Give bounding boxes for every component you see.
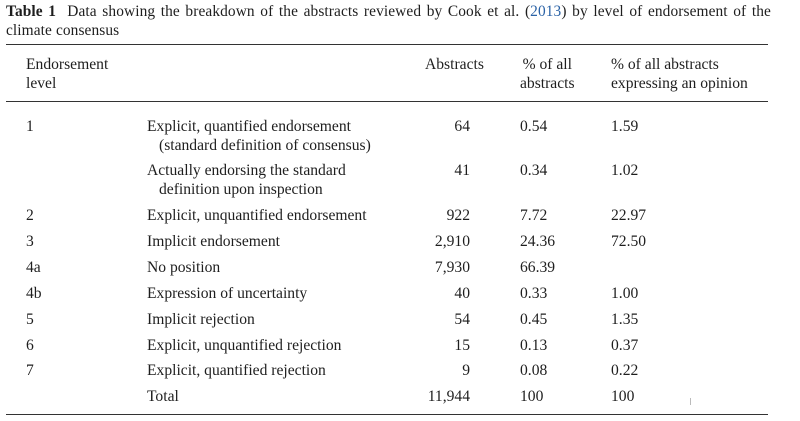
row-4b-pct-opinion: 1.00: [611, 285, 639, 302]
top-rule: [6, 44, 768, 45]
row-4a-pct-all: 66.39: [520, 259, 556, 276]
total-pct-all: 100: [520, 388, 544, 405]
header-pct-opinion-line-1: % of all abstracts: [611, 56, 719, 73]
row-1b-desc-line-1: Actually endorsing the standard: [147, 162, 346, 179]
row-7-desc: Explicit, quantified rejection: [147, 362, 326, 379]
total-pct-opinion: 100: [611, 388, 635, 405]
row-6-abstracts: 15: [454, 337, 470, 354]
row-1-level: 1: [26, 118, 34, 135]
header-pct-opinion: % of all abstracts expressing an opinion: [611, 55, 748, 93]
header-level-line-2: level: [26, 75, 57, 92]
row-2-desc: Explicit, unquantified endorsement: [147, 207, 367, 224]
row-5-level: 5: [26, 311, 34, 328]
row-6-level: 6: [26, 337, 34, 354]
row-1b-abstracts: 41: [454, 162, 470, 179]
row-4b-level: 4b: [26, 285, 42, 302]
row-5-abstracts: 54: [454, 311, 470, 328]
row-4b-desc: Expression of uncertainty: [147, 285, 308, 302]
header-pct-all-line-1: % of all: [522, 56, 572, 73]
caption-text-after: ) by level of endorsement of the climate…: [6, 3, 771, 39]
row-1-desc-line-1: Explicit, quantified endorsement: [147, 118, 351, 135]
row-1b-desc-line-2: definition upon inspection: [159, 181, 323, 198]
row-1-pct-all: 0.54: [520, 118, 548, 135]
row-3-pct-opinion: 72.50: [611, 233, 647, 250]
row-1-desc: Explicit, quantified endorsement (standa…: [147, 117, 371, 155]
total-label: Total: [147, 388, 179, 405]
row-6-pct-all: 0.13: [520, 337, 548, 354]
row-1-pct-opinion: 1.59: [611, 118, 639, 135]
row-3-level: 3: [26, 233, 34, 250]
row-4b-pct-all: 0.33: [520, 285, 548, 302]
row-2-pct-opinion: 22.97: [611, 207, 647, 224]
row-7-pct-all: 0.08: [520, 362, 548, 379]
row-1b-pct-all: 0.34: [520, 162, 548, 179]
header-pct-opinion-line-2: expressing an opinion: [611, 75, 748, 92]
row-7-level: 7: [26, 362, 34, 379]
row-6-pct-opinion: 0.37: [611, 337, 639, 354]
row-6-desc: Explicit, unquantified rejection: [147, 337, 342, 354]
total-abstracts: 11,944: [427, 388, 470, 405]
row-5-desc: Implicit rejection: [147, 311, 255, 328]
row-2-level: 2: [26, 207, 34, 224]
row-3-desc: Implicit endorsement: [147, 233, 280, 250]
row-2-abstracts: 922: [446, 207, 470, 224]
row-7-pct-opinion: 0.22: [611, 362, 639, 379]
header-level-line-1: Endorsement: [26, 56, 109, 73]
stray-mark: [690, 398, 691, 405]
header-abstracts-label: Abstracts: [425, 56, 484, 73]
row-7-abstracts: 9: [462, 362, 470, 379]
citation-link[interactable]: 2013: [530, 3, 562, 20]
table-label: Table 1: [6, 3, 57, 20]
header-abstracts: Abstracts: [425, 55, 484, 74]
header-endorsement-level: Endorsement level: [26, 55, 108, 93]
row-1b-desc: Actually endorsing the standard definiti…: [147, 161, 346, 199]
row-1-desc-line-2: (standard definition of consensus): [159, 137, 371, 154]
row-2-pct-all: 7.72: [520, 207, 548, 224]
row-4a-abstracts: 7,930: [434, 259, 470, 276]
row-4a-level: 4a: [26, 259, 41, 276]
row-4a-desc: No position: [147, 259, 221, 276]
caption-text-before: Data showing the breakdown of the abstra…: [67, 3, 531, 20]
row-1b-pct-opinion: 1.02: [611, 162, 639, 179]
row-5-pct-all: 0.45: [520, 311, 548, 328]
row-1-abstracts: 64: [454, 118, 470, 135]
bottom-rule: [6, 414, 768, 415]
header-pct-all-line-2: abstracts: [520, 75, 575, 92]
table-caption: Table 1 Data showing the breakdown of th…: [6, 2, 771, 40]
row-3-abstracts: 2,910: [434, 233, 470, 250]
header-rule: [6, 101, 768, 102]
row-3-pct-all: 24.36: [520, 233, 556, 250]
row-5-pct-opinion: 1.35: [611, 311, 639, 328]
row-4b-abstracts: 40: [454, 285, 470, 302]
header-pct-all: % of all abstracts: [520, 55, 575, 93]
